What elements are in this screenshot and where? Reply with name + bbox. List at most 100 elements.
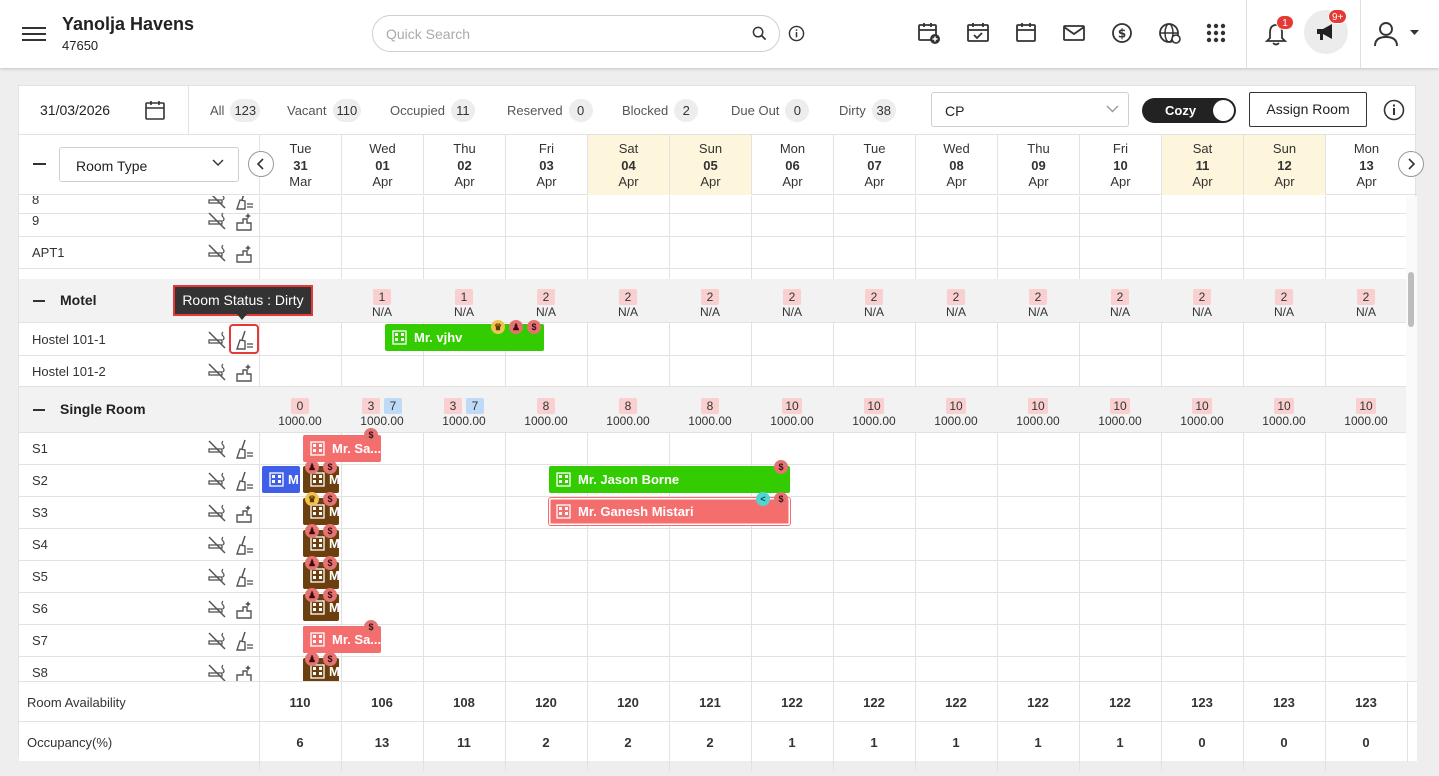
booking-block[interactable]: Mr. Sa... (303, 435, 381, 462)
date-column-header[interactable]: Fri 03 Apr (505, 135, 587, 195)
room-type-select[interactable]: Room Type (59, 147, 239, 182)
assign-room-button[interactable]: Assign Room (1249, 92, 1367, 127)
room-number[interactable]: APT1 (32, 245, 65, 260)
room-number[interactable]: S4 (32, 537, 48, 552)
booking-block[interactable]: Mr. Jason Borne (549, 466, 790, 493)
room-number[interactable]: S1 (32, 441, 48, 456)
guest-person-icon[interactable]: ♟ (305, 588, 319, 602)
guest-person-icon[interactable]: ♟ (305, 460, 319, 474)
date-column-header[interactable]: Sat 11 Apr (1161, 135, 1243, 195)
room-number[interactable]: Hostel 101-1 (32, 331, 106, 347)
room-number[interactable]: S8 (32, 665, 48, 680)
dirty-status-icon[interactable] (233, 630, 255, 652)
quick-search-input[interactable]: Quick Search (372, 15, 780, 52)
guest-person-icon[interactable]: ♟ (305, 556, 319, 570)
date-column-header[interactable]: Tue 07 Apr (833, 135, 915, 195)
date-picker-icon[interactable] (144, 99, 166, 121)
clean-status-icon[interactable] (233, 502, 255, 524)
date-column-header[interactable]: Sun 12 Apr (1243, 135, 1325, 195)
user-menu[interactable] (1372, 20, 1422, 48)
filter-dirty[interactable]: Dirty 38 (839, 99, 896, 122)
share-icon[interactable]: < (756, 492, 770, 506)
hotel-info[interactable]: Yanolja Havens 47650 (62, 14, 194, 53)
room-number[interactable]: S6 (32, 601, 48, 616)
payment-dollar-icon[interactable]: $ (323, 460, 337, 474)
booking-block[interactable]: Mr. Ganesh Mistari (549, 498, 790, 525)
collapse-group-icon[interactable] (33, 409, 45, 411)
collapse-group-icon[interactable] (33, 300, 45, 302)
date-column-header[interactable]: Thu 02 Apr (423, 135, 505, 195)
payment-dollar-icon[interactable]: $ (323, 492, 337, 506)
dirty-status-icon[interactable] (233, 438, 255, 460)
room-number[interactable]: S5 (32, 569, 48, 584)
vip-crown-icon[interactable]: ♛ (305, 492, 319, 506)
task-calendar-icon[interactable] (965, 20, 991, 46)
payment-dollar-icon[interactable]: $ (774, 492, 788, 506)
filter-blocked[interactable]: Blocked 2 (622, 99, 699, 122)
dirty-status-icon[interactable] (233, 534, 255, 556)
filter-occupied[interactable]: Occupied 11 (390, 99, 475, 122)
clean-status-icon[interactable] (233, 598, 255, 620)
room-number[interactable]: Hostel 101-2 (32, 363, 106, 379)
date-column-header[interactable]: Mon 13 Apr (1325, 135, 1407, 195)
guest-person-icon[interactable]: ♟ (305, 524, 319, 538)
menu-icon[interactable] (22, 23, 46, 45)
clean-status-icon[interactable] (233, 662, 255, 684)
search-icon[interactable] (752, 26, 767, 41)
date-column-header[interactable]: Wed 08 Apr (915, 135, 997, 195)
payment-dollar-icon[interactable]: $ (323, 524, 337, 538)
dirty-status-icon[interactable] (233, 196, 255, 211)
rate-plan-select[interactable]: CP (931, 92, 1129, 127)
scrollbar-thumb[interactable] (1408, 272, 1414, 327)
vertical-scrollbar[interactable] (1406, 196, 1417, 681)
guest-person-icon[interactable]: ♟ (305, 652, 319, 666)
vip-crown-icon[interactable]: ♛ (491, 320, 505, 334)
date-column-header[interactable]: Mon 06 Apr (751, 135, 833, 195)
info-icon[interactable] (788, 25, 805, 42)
payment-dollar-icon[interactable]: $ (323, 556, 337, 570)
globe-settings-icon[interactable] (1157, 20, 1183, 46)
payment-dollar-icon[interactable]: $ (323, 588, 337, 602)
prev-dates-button[interactable] (248, 151, 274, 177)
filter-vacant[interactable]: Vacant 110 (287, 99, 362, 122)
rate-value: 1000.00 (278, 414, 322, 428)
room-number[interactable]: 8 (32, 196, 40, 207)
payment-dollar-icon[interactable]: $ (364, 620, 378, 634)
room-number[interactable]: S3 (32, 505, 48, 520)
payment-dollar-icon[interactable]: $ (364, 428, 378, 442)
selected-date[interactable]: 31/03/2026 (40, 102, 111, 118)
booking-block[interactable]: M (262, 466, 300, 493)
date-column-header[interactable]: Fri 10 Apr (1079, 135, 1161, 195)
date-column-header[interactable]: Thu 09 Apr (997, 135, 1079, 195)
add-reservation-icon[interactable] (916, 20, 942, 46)
collapse-all-icon[interactable] (33, 163, 46, 165)
clean-status-icon[interactable] (233, 361, 255, 383)
dirty-status-icon[interactable] (233, 329, 255, 351)
payment-dollar-icon[interactable]: $ (774, 460, 788, 474)
calendar-icon[interactable] (1013, 20, 1039, 46)
filter-reserved[interactable]: Reserved 0 (507, 99, 593, 122)
info-icon[interactable] (1383, 99, 1405, 121)
date-column-header[interactable]: Sat 04 Apr (587, 135, 669, 195)
dirty-status-icon[interactable] (233, 470, 255, 492)
room-number[interactable]: S2 (32, 473, 48, 488)
guest-person-icon[interactable]: ♟ (509, 320, 523, 334)
filter-due-out[interactable]: Due Out 0 (731, 99, 810, 122)
payment-dollar-icon[interactable]: $ (323, 652, 337, 666)
next-dates-button[interactable] (1398, 151, 1424, 177)
payment-dollar-icon[interactable]: $ (527, 320, 541, 334)
room-number[interactable]: 9 (32, 212, 40, 228)
filter-all[interactable]: All 123 (210, 99, 261, 122)
room-number[interactable]: S7 (32, 633, 48, 648)
mail-icon[interactable] (1061, 20, 1087, 46)
date-column-header[interactable]: Wed 01 Apr (341, 135, 423, 195)
dirty-status-icon[interactable] (233, 566, 255, 588)
apps-grid-icon[interactable] (1203, 20, 1229, 46)
date-column-header[interactable]: Sun 05 Apr (669, 135, 751, 195)
dollar-icon[interactable]: $ (1109, 20, 1135, 46)
clean-status-icon[interactable] (233, 210, 255, 232)
cozy-view-toggle[interactable]: Cozy (1142, 98, 1236, 123)
clean-status-icon[interactable] (233, 242, 255, 264)
